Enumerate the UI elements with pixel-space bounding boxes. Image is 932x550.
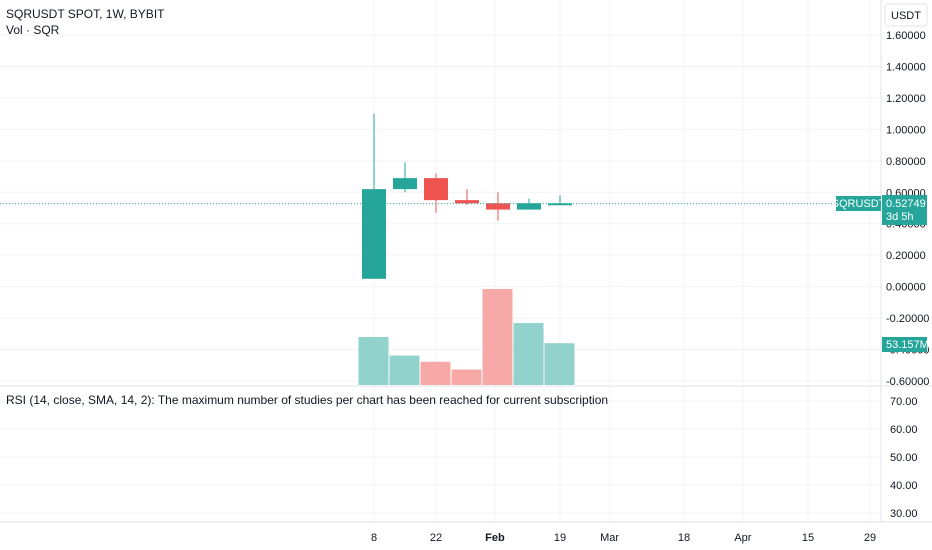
- currency-button-label: USDT: [891, 10, 921, 22]
- candle[interactable]: [548, 195, 572, 206]
- price-tick-label: 0.80000: [886, 156, 926, 168]
- rsi-tick-label: 40.00: [890, 480, 918, 492]
- rsi-legend[interactable]: RSI (14, close, SMA, 14, 2): The maximum…: [6, 393, 608, 407]
- last-price-symbol: SQRUSDT: [832, 198, 886, 210]
- volume-bar[interactable]: [451, 369, 482, 385]
- candle-body: [548, 203, 572, 206]
- volume-bar[interactable]: [513, 323, 544, 385]
- volume-bar[interactable]: [544, 343, 575, 385]
- last-price-value: 0.52749: [886, 198, 926, 210]
- candle-body: [455, 200, 479, 204]
- candle[interactable]: [455, 189, 479, 205]
- price-tick-label: 1.00000: [886, 124, 926, 136]
- price-tick-label: 0.00000: [886, 282, 926, 294]
- price-tick-label: 1.40000: [886, 61, 926, 73]
- volume-bar[interactable]: [420, 361, 451, 385]
- rsi-tick-label: 70.00: [890, 396, 918, 408]
- rsi-tick-label: 30.00: [890, 508, 918, 520]
- volume-value-tag: 53.157M: [882, 337, 929, 352]
- price-tick-label: 1.60000: [886, 30, 926, 42]
- price-tick-label: 1.20000: [886, 93, 926, 105]
- symbol-title[interactable]: SQRUSDT SPOT, 1W, BYBIT: [6, 7, 165, 21]
- time-tick-label: 29: [864, 532, 876, 544]
- time-tick-label: 15: [802, 532, 814, 544]
- price-tick-label: -0.20000: [886, 313, 929, 325]
- candle-body: [393, 178, 417, 190]
- grid-lines: [0, 0, 881, 522]
- rsi-tick-label: 50.00: [890, 452, 918, 464]
- volume-bars: [358, 289, 575, 385]
- time-tick-label: Mar: [600, 532, 619, 544]
- candle-body: [424, 178, 448, 201]
- last-price-tag: SQRUSDT 0.52749 3d 5h: [832, 195, 927, 225]
- time-tick-label: 18: [678, 532, 690, 544]
- bar-countdown: 3d 5h: [886, 211, 914, 223]
- candle-body: [362, 189, 386, 279]
- candle[interactable]: [424, 173, 448, 213]
- candle-body: [486, 203, 510, 210]
- price-tick-label: -0.60000: [886, 376, 929, 388]
- candle[interactable]: [393, 162, 417, 193]
- time-tick-label: 19: [554, 532, 566, 544]
- currency-button[interactable]: [884, 3, 928, 27]
- time-tick-label: Apr: [734, 532, 751, 544]
- volume-bar[interactable]: [389, 355, 420, 385]
- rsi-pane[interactable]: [0, 387, 881, 522]
- volume-bar[interactable]: [482, 289, 513, 385]
- time-tick-label: Feb: [485, 532, 505, 544]
- volume-legend[interactable]: Vol · SQR: [6, 23, 60, 37]
- rsi-axis[interactable]: 70.00 60.00 50.00 40.00 30.00: [890, 396, 918, 520]
- time-tick-label: 22: [430, 532, 442, 544]
- time-tick-label: 8: [371, 532, 377, 544]
- volume-last-value: 53.157M: [886, 339, 929, 351]
- rsi-tick-label: 60.00: [890, 424, 918, 436]
- price-tick-label: 0.20000: [886, 250, 926, 262]
- candle-body: [517, 203, 541, 210]
- time-axis[interactable]: 8 22 Feb 19 Mar 18 Apr 15 29: [371, 532, 876, 544]
- candle[interactable]: [486, 192, 510, 221]
- volume-bar[interactable]: [358, 337, 389, 385]
